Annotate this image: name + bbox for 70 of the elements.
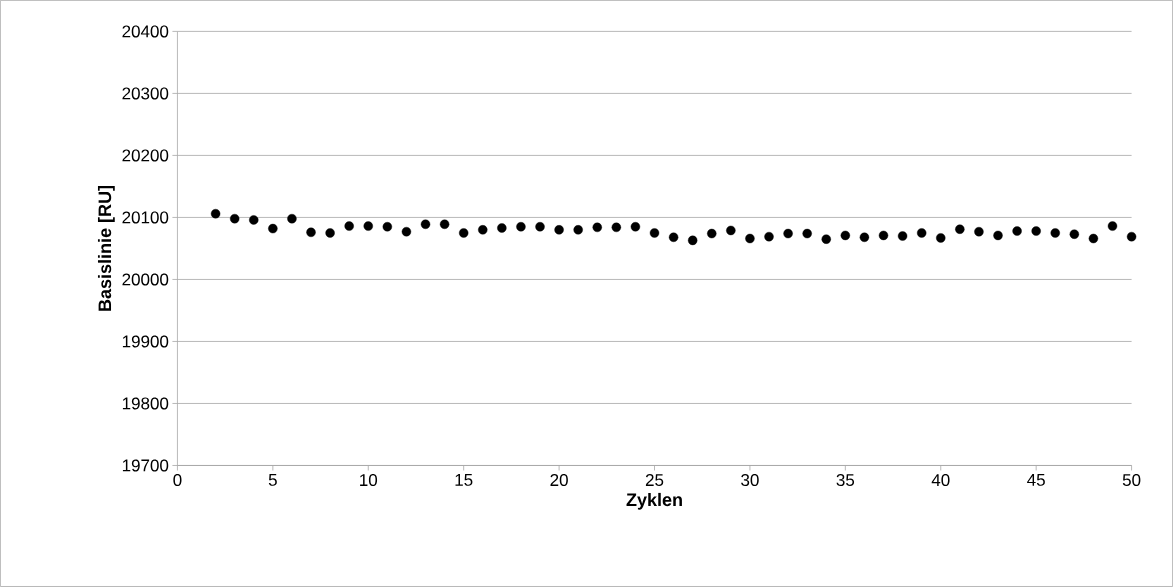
point bbox=[287, 214, 297, 224]
x-tick-label: 50 bbox=[1122, 474, 1141, 487]
y-tick-label: 20200 bbox=[122, 149, 169, 162]
point bbox=[936, 233, 946, 243]
point bbox=[1031, 226, 1041, 236]
x-tick-label: 35 bbox=[836, 474, 855, 487]
y-tick-label: 20400 bbox=[122, 25, 169, 38]
point bbox=[439, 219, 450, 229]
point bbox=[554, 225, 564, 235]
x-tick-label: 15 bbox=[455, 474, 473, 486]
point bbox=[955, 224, 965, 234]
point bbox=[630, 222, 641, 232]
point bbox=[649, 228, 660, 238]
y-tick-label: 19700 bbox=[122, 459, 169, 472]
x-tick-label: 5 bbox=[268, 474, 277, 486]
point bbox=[1088, 233, 1099, 244]
point bbox=[783, 228, 793, 239]
y-tick-label: 19800 bbox=[122, 397, 169, 410]
y-tick-label: 20100 bbox=[122, 211, 169, 224]
point bbox=[401, 227, 412, 237]
x-axis-title: Zyklen bbox=[626, 492, 682, 510]
point bbox=[420, 219, 431, 229]
point bbox=[363, 221, 373, 231]
point bbox=[1050, 228, 1060, 238]
point bbox=[592, 222, 602, 233]
point bbox=[821, 234, 831, 244]
y-axis-title: Basislinie [RU] bbox=[97, 185, 115, 311]
point bbox=[1107, 221, 1118, 231]
point bbox=[458, 228, 469, 238]
point bbox=[382, 222, 393, 232]
point bbox=[1012, 226, 1022, 236]
point bbox=[1126, 232, 1137, 242]
point bbox=[306, 227, 316, 238]
point bbox=[210, 209, 221, 219]
point bbox=[668, 232, 679, 243]
point bbox=[726, 225, 736, 236]
point bbox=[535, 222, 545, 232]
x-tick-label: 40 bbox=[931, 474, 950, 487]
point bbox=[993, 230, 1003, 241]
point bbox=[859, 232, 870, 243]
point bbox=[497, 223, 507, 233]
x-tick-label: 30 bbox=[741, 474, 759, 487]
point bbox=[478, 225, 488, 235]
point bbox=[344, 221, 354, 231]
x-tick-label: 0 bbox=[173, 474, 182, 487]
point bbox=[974, 227, 984, 237]
point bbox=[573, 225, 583, 235]
point bbox=[249, 215, 259, 225]
point bbox=[325, 228, 335, 238]
point bbox=[916, 228, 927, 238]
point bbox=[764, 232, 774, 242]
point bbox=[229, 214, 240, 224]
y-tick-label: 19900 bbox=[122, 335, 169, 348]
point bbox=[840, 230, 851, 241]
point bbox=[707, 228, 717, 239]
x-tick-label: 10 bbox=[360, 474, 378, 487]
point bbox=[745, 233, 755, 244]
y-tick-label: 20300 bbox=[122, 87, 169, 100]
x-tick-label: 20 bbox=[550, 474, 568, 487]
point bbox=[268, 223, 278, 234]
point bbox=[687, 235, 698, 246]
x-tick-label: 45 bbox=[1027, 474, 1045, 486]
point bbox=[897, 231, 908, 241]
point bbox=[878, 230, 889, 241]
y-tick-label: 20000 bbox=[122, 273, 169, 286]
x-tick-label: 25 bbox=[645, 474, 664, 487]
point bbox=[611, 222, 622, 233]
point bbox=[516, 222, 526, 232]
point bbox=[1069, 229, 1080, 239]
point bbox=[802, 228, 812, 239]
